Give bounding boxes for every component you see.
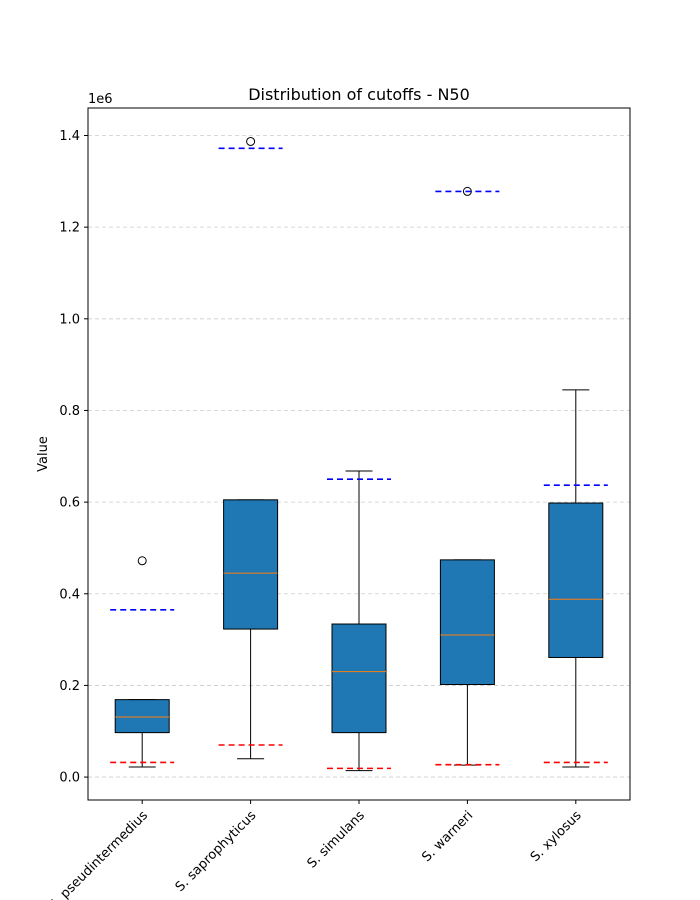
y-axis: 0.0 0.2 0.4 0.6 0.8 1.0 1.2 1.4	[59, 129, 88, 786]
y-tick-label: 0.4	[59, 587, 80, 602]
y-tick-label: 0.8	[59, 404, 80, 419]
y-tick-label: 0.6	[59, 496, 80, 511]
x-tick-label: S. simulans	[305, 808, 368, 871]
y-tick-label: 0.2	[59, 679, 80, 694]
outlier-point	[137, 556, 147, 566]
box	[439, 559, 495, 686]
x-tick-label: S. saprophyticus	[173, 808, 260, 895]
box-group	[110, 556, 175, 768]
y-axis-label: Value	[36, 436, 51, 472]
box	[331, 623, 387, 734]
box-group	[327, 470, 391, 772]
y-tick-label: 1.2	[59, 221, 80, 236]
box-group	[435, 186, 500, 766]
boxes	[110, 136, 608, 772]
box	[223, 499, 279, 630]
box	[114, 699, 170, 734]
grid-lines	[88, 135, 630, 778]
outlier-point	[246, 136, 256, 146]
y-axis-offset-text: 1e6	[88, 92, 113, 107]
box	[548, 502, 604, 658]
y-tick-label: 1.0	[59, 312, 80, 327]
x-axis: S. pseudintermedius S. saprophyticus S. si…	[46, 800, 585, 900]
x-tick-label: S. warneri	[419, 808, 476, 865]
box-group	[543, 389, 608, 768]
y-tick-label: 0.0	[59, 771, 80, 786]
x-tick-label: S. pseudintermedius	[46, 808, 151, 900]
chart-title: Distribution of cutoffs - N50	[248, 85, 470, 104]
x-tick-label: S. xylosus	[528, 808, 585, 865]
plot-frame	[87, 107, 631, 801]
box-group	[218, 136, 283, 760]
y-tick-label: 1.4	[59, 129, 80, 144]
